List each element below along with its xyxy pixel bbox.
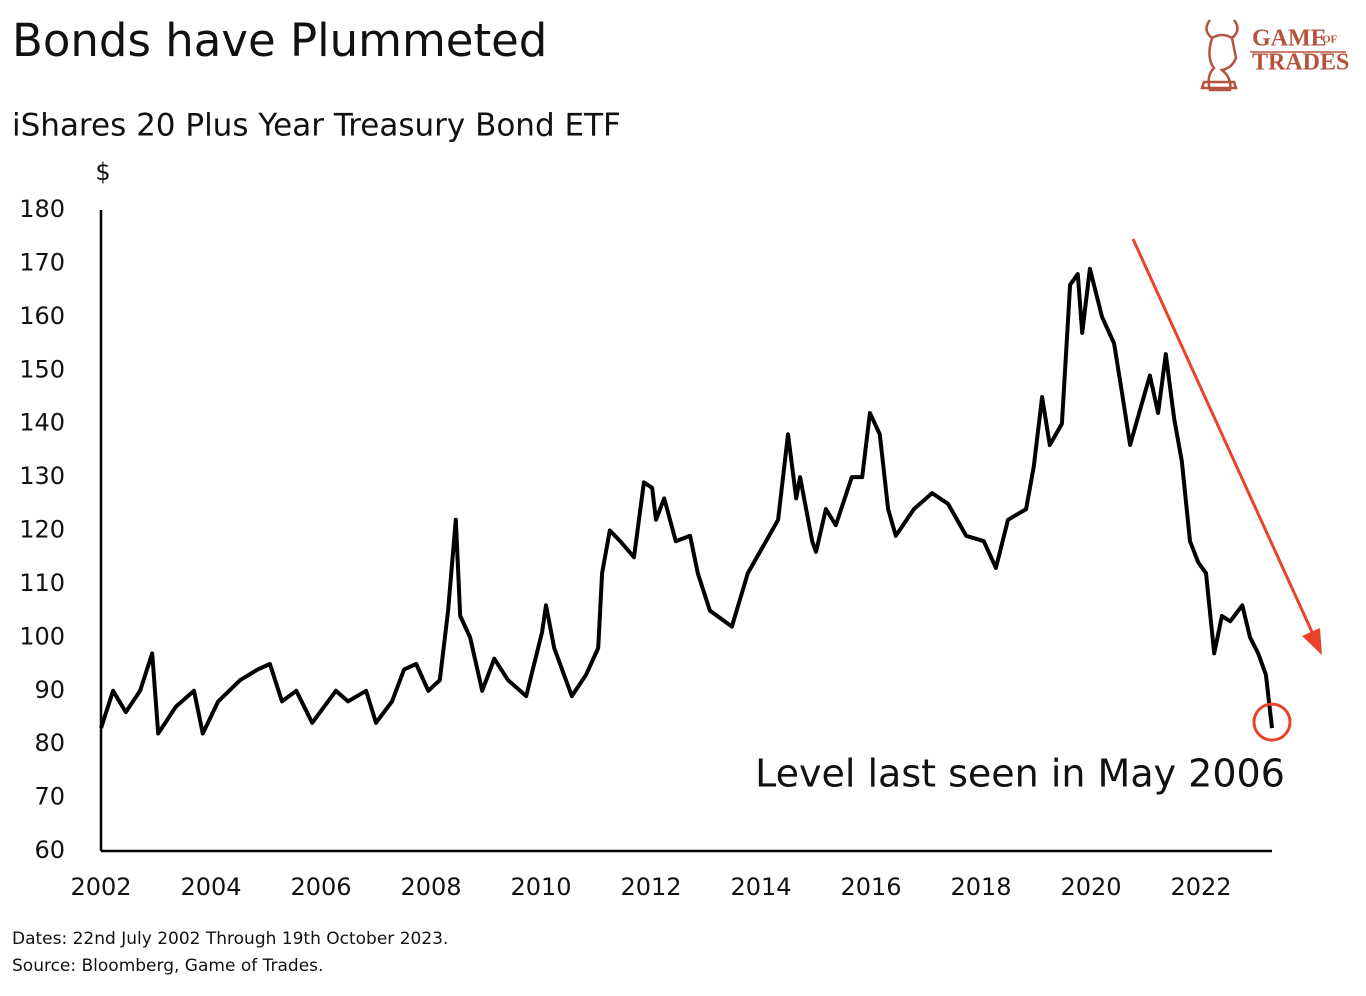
x-tick-label: 2018	[950, 873, 1011, 901]
x-tick-label: 2008	[400, 873, 461, 901]
x-tick-label: 2010	[510, 873, 571, 901]
x-tick-label: 2022	[1171, 873, 1232, 901]
y-tick-label: 140	[19, 409, 65, 437]
chart-subtitle: iShares 20 Plus Year Treasury Bond ETF	[12, 108, 621, 144]
y-tick-label: 100	[19, 622, 65, 650]
logo-icon	[1200, 19, 1239, 92]
highlight-circle	[1252, 702, 1292, 742]
y-tick-label: 170	[19, 248, 65, 276]
x-tick-label: 2020	[1061, 873, 1122, 901]
price-line	[99, 266, 1274, 736]
footnote: Dates: 22nd July 2002 Through 19th Octob…	[12, 929, 448, 949]
y-tick-label: 180	[19, 195, 65, 223]
y-tick-label: 130	[19, 462, 65, 490]
logo-text: TRADES	[1252, 50, 1349, 76]
arrow-head	[1302, 628, 1322, 655]
logo: GAME OF TRADES	[1200, 19, 1349, 92]
trend-arrow	[1131, 238, 1314, 633]
y-tick-label: 60	[34, 836, 65, 864]
x-tick-label: 2006	[290, 873, 351, 901]
y-tick-label: 120	[19, 516, 65, 544]
annotation: Level last seen in May 2006	[755, 752, 1285, 796]
chart-title: Bonds have Plummeted	[12, 14, 547, 67]
x-tick-label: 2002	[70, 873, 131, 901]
logo-text: GAME	[1252, 26, 1327, 52]
footnote: Source: Bloomberg, Game of Trades.	[12, 956, 323, 976]
x-tick-label: 2004	[180, 873, 241, 901]
y-tick-label: 110	[19, 569, 65, 597]
y-axis-label: $	[95, 158, 110, 186]
y-tick-label: 90	[34, 676, 65, 704]
logo-text: OF	[1322, 34, 1338, 46]
x-tick-label: 2012	[620, 873, 681, 901]
y-tick-label: 160	[19, 302, 65, 330]
y-tick-label: 80	[34, 729, 65, 757]
x-tick-label: 2014	[730, 873, 791, 901]
y-tick-label: 150	[19, 355, 65, 383]
y-tick-label: 70	[34, 783, 65, 811]
x-tick-label: 2016	[840, 873, 901, 901]
